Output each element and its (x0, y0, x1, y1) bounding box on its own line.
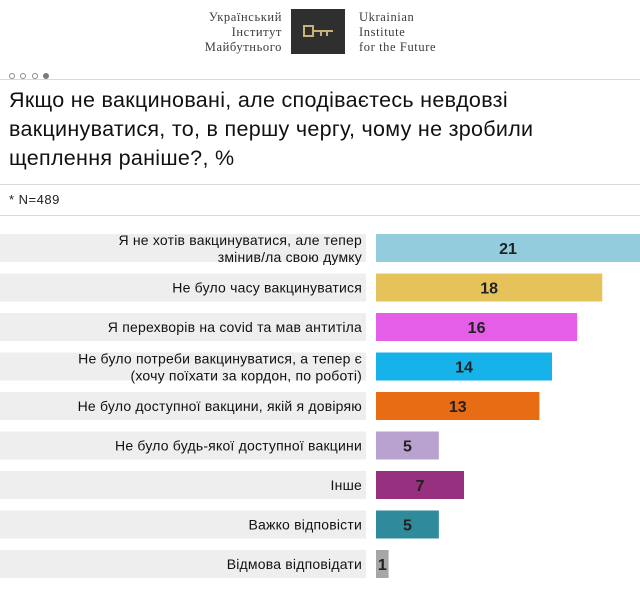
category-band (0, 431, 366, 460)
bar (376, 352, 552, 381)
category-label: змінив/ла свою думку (218, 249, 362, 265)
category-band (0, 550, 366, 578)
divider (0, 215, 640, 216)
category-label: Інше (331, 477, 362, 493)
bar-chart: Я не хотів вакцинуватися, але теперзміни… (0, 232, 640, 578)
org-name-en-line-3: for the Future (359, 40, 437, 54)
org-name-ua: Український Інститут Майбутнього (132, 10, 282, 55)
divider (0, 79, 640, 80)
category-label: Важко відповісти (248, 517, 362, 533)
pagination-dot[interactable] (9, 73, 15, 79)
category-label: Відмова відповідати (227, 556, 362, 572)
chart-title: Якщо не вакциновані, але сподіваєтесь не… (9, 88, 534, 170)
org-name-en-line-2: Institute (359, 25, 406, 39)
category-label: Не було доступної вакцини, якій я довіря… (78, 398, 362, 414)
header: Український Інститут Майбутнього Ukraini… (0, 0, 640, 66)
pagination-dot[interactable] (31, 73, 38, 79)
bar (376, 392, 540, 420)
pagination-dot[interactable] (20, 73, 27, 79)
bar (376, 234, 640, 262)
data-label: 13 (449, 399, 467, 416)
category-band (0, 234, 366, 262)
data-label: 16 (468, 320, 486, 337)
category-band (0, 510, 366, 539)
data-label: 7 (416, 478, 425, 495)
logo-key-icon (291, 9, 345, 54)
data-label: 14 (455, 360, 473, 377)
bar (376, 431, 439, 460)
pagination-dot-active[interactable] (43, 73, 50, 79)
category-label: (хочу поїхати за кордон, по роботі) (131, 368, 362, 384)
bar (376, 510, 439, 539)
bar (376, 313, 578, 341)
category-label: Не було будь-якої доступної вакцини (115, 438, 362, 454)
category-label: Не було часу вакцинуватися (172, 280, 362, 296)
bar (376, 471, 464, 499)
divider (0, 184, 640, 185)
org-name-ua-line-2: Інститут (231, 25, 282, 39)
org-name-en-line-1: Ukrainian (359, 10, 415, 24)
data-label: 5 (403, 439, 412, 456)
category-band (0, 352, 366, 381)
category-label: Я перехворів на covid та мав антитіла (108, 319, 362, 335)
data-label: 21 (499, 241, 517, 258)
category-band (0, 273, 366, 302)
sample-size-note: * N=489 (9, 192, 60, 207)
category-label: Не було потреби вакцинуватися, а тепер є (78, 351, 362, 367)
data-label: 5 (403, 518, 412, 535)
org-name-ua-line-3: Майбутнього (204, 40, 282, 54)
category-band (0, 392, 366, 420)
bar (376, 550, 389, 578)
data-label: 18 (480, 281, 498, 298)
pagination-dots (9, 66, 50, 79)
category-band (0, 471, 366, 499)
category-label: Я не хотів вакцинуватися, але тепер (118, 232, 362, 248)
org-name-ua-line-1: Український (208, 10, 282, 24)
data-label: 1 (378, 557, 387, 574)
bar (376, 273, 603, 302)
category-band (0, 313, 366, 341)
org-name-en: Ukrainian Institute for the Future (359, 10, 519, 55)
